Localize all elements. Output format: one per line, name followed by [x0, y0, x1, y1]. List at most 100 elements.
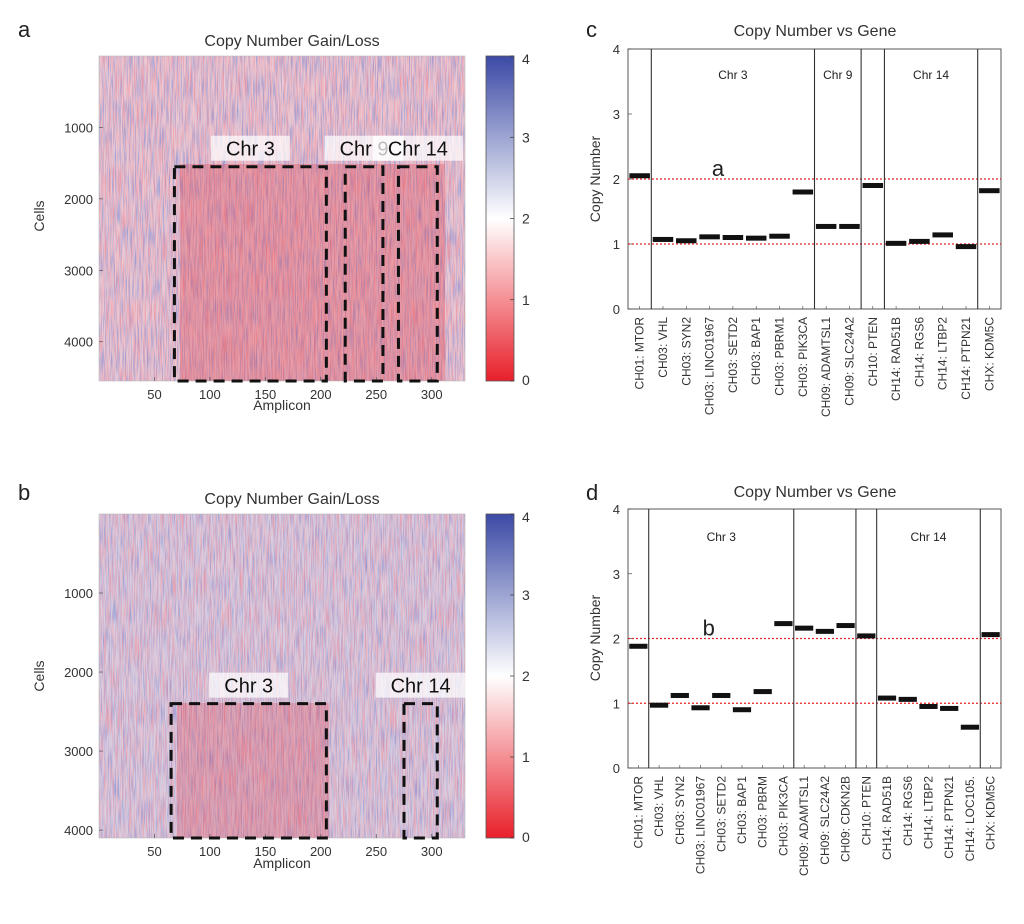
scatter-d-gene-label: CH10: PTEN — [859, 776, 873, 845]
scatter-d-value-mark — [815, 628, 834, 634]
scatter-d-value-mark — [919, 703, 938, 709]
scatter-c-value-mark — [745, 235, 767, 241]
heatmap-a-ytick-label: 2000 — [64, 192, 93, 207]
heatmap-a-colorbar-bar — [485, 55, 515, 382]
scatter-d-value-mark — [857, 633, 876, 639]
heatmap-a-colorbar: 0 1 2 3 4 — [485, 51, 530, 388]
heatmap-b-ticks: 50 100 150 200 250 300 1000 2000 3000 4000 — [64, 586, 443, 859]
heatmap-a-title: Copy Number Gain/Loss — [204, 33, 379, 50]
heatmap-b-colorbar: 0 1 2 3 4 — [485, 509, 530, 845]
heatmap-b-xtick-label: 100 — [199, 844, 221, 859]
scatter-c-ytick-label: 1 — [613, 237, 620, 252]
scatter-c-gene-label: CH01: MTOR — [633, 317, 647, 390]
scatter-c-value-mark — [652, 236, 674, 242]
heatmap-b-xtick-label: 150 — [255, 844, 277, 859]
heatmap-b-xtick-label: 50 — [147, 844, 161, 859]
heatmap-a-regions: Chr 3 Chr 9 Chr 14 — [172, 135, 463, 383]
heatmap-a-ytick-label: 3000 — [64, 263, 93, 278]
scatter-d-ytick-label: 4 — [613, 502, 620, 517]
heatmap-a-xtick-label: 250 — [365, 387, 387, 402]
heatmap-a-xtick-label: 100 — [199, 387, 221, 402]
scatter-d-value-mark — [774, 621, 793, 627]
scatter-c-value-mark — [932, 232, 953, 238]
scatter-c-gene-label: CHX: KDM5C — [982, 317, 996, 391]
heatmap-a-colorbar-ticks: 0 1 2 3 4 — [510, 51, 530, 388]
heatmap-a: Copy Number Gain/Loss 50 100 150 200 250 300 1… — [31, 33, 530, 413]
scatter-d-gene-label: CH03: PBRM — [756, 776, 770, 848]
heatmap-a-frame — [98, 55, 466, 382]
scatter-d-gene-label: CH09: SLC24A2 — [818, 776, 832, 865]
heatmap-a-colorbar-label: 4 — [522, 51, 530, 67]
heatmap-b-colorbar-label: 2 — [522, 668, 530, 684]
heatmap-a-colorbar-label: 0 — [522, 372, 530, 388]
scatter-d-value-mark — [795, 625, 814, 631]
scatter-d-annotation: b — [703, 616, 715, 641]
scatter-d-gene-label: CH09: ADAMTSL1 — [797, 776, 811, 876]
scatter-d-value-mark — [981, 632, 1000, 638]
scatter-d-value-mark — [836, 623, 855, 629]
scatter-d-value-mark — [960, 724, 980, 730]
heatmap-a-pink-noise — [99, 56, 465, 381]
scatter-c-value-mark — [699, 234, 720, 240]
scatter-d-gene-label: CH03: SETD2 — [714, 776, 728, 852]
scatter-c-value-mark — [862, 183, 884, 188]
panel-label-d: d — [586, 480, 598, 505]
heatmap-a-ticks: 50 100 150 200 250 300 1000 2000 3000 4000 — [64, 120, 443, 402]
heatmap-b-xlabel: Amplicon — [253, 855, 311, 871]
scatter-c-gene-label: CH03: PIK3CA — [796, 317, 810, 397]
scatter-c-gene-label: CH03: PBRM1 — [773, 317, 787, 396]
scatter-d-value-mark — [940, 705, 959, 711]
panel-label-a: a — [18, 17, 31, 42]
scatter-c-value-mark — [909, 238, 930, 244]
scatter-d-value-mark — [691, 705, 710, 711]
scatter-d-value-mark — [649, 702, 669, 708]
scatter-c-gene-label: CH14: LTBP2 — [936, 317, 950, 390]
scatter-d-gene-label: CH14: PTPN21 — [942, 776, 956, 859]
scatter-c-ylabel: Copy Number — [587, 135, 603, 222]
scatter-c-value-mark — [839, 223, 860, 229]
heatmap-b-ytick-label: 3000 — [64, 744, 93, 759]
scatter-c-ytick-label: 0 — [613, 302, 620, 317]
heatmap-a-ytick-label: 1000 — [64, 120, 93, 135]
heatmap-b-colorbar-label: 1 — [522, 749, 530, 765]
heatmap-a-region-box — [396, 165, 439, 383]
heatmap-a-region-label-bg — [372, 135, 463, 161]
scatter-c-gene-label: CH10: PTEN — [866, 317, 880, 386]
scatter-c-ytick-label: 4 — [613, 42, 620, 57]
heatmap-a-region-label: Chr 14 — [388, 139, 448, 161]
scatter-d-gene-label: CH14: RGS6 — [901, 776, 915, 846]
scatter-c-value-mark — [815, 223, 837, 229]
scatter-d-ylabel: Copy Number — [587, 594, 603, 681]
heatmap-a-xtick-label: 300 — [421, 387, 443, 402]
scatter-c-gene-label: CH14: RGS6 — [912, 317, 926, 387]
heatmap-b-colorbar-ticks: 0 1 2 3 4 — [510, 509, 530, 845]
heatmap-a-ytick-label: 4000 — [64, 335, 93, 350]
scatter-c-value-mark — [955, 244, 977, 250]
scatter-d-gene-label: CH14: RAD51B — [880, 776, 894, 860]
scatter-d-gene-label: CH01: MTOR — [631, 776, 645, 849]
heatmap-b-region-box — [402, 702, 439, 840]
scatter-d-ytick-label: 2 — [613, 632, 620, 647]
scatter-d-plot: 0 1 2 3 4 Chr 3 Chr 14 CH01: MTOR CH03: VHL CH03:… — [613, 502, 1001, 876]
scatter-d-value-mark — [753, 689, 772, 695]
scatter-c-ytick-label: 3 — [613, 107, 620, 122]
scatter-c-value-mark — [885, 240, 907, 246]
heatmap-b-loss-zone — [177, 703, 329, 838]
scatter-c-value-mark — [979, 188, 1000, 194]
heatmap-b: Copy Number Gain/Loss 50 100 150 200 250 300 1… — [31, 491, 530, 871]
scatter-c-gene-label: CH09: ADAMTSL1 — [819, 317, 833, 417]
scatter-c-gene-label: CH14: RAD51B — [889, 317, 903, 401]
scatter-c-gene-label: CH03: SYN2 — [679, 317, 693, 386]
scatter-d-gene-label: CH03: SYN2 — [673, 776, 687, 845]
heatmap-b-region-label: Chr 14 — [391, 676, 451, 698]
scatter-d-segment-label: Chr 14 — [910, 530, 946, 544]
scatter-d-ytick-label: 1 — [613, 696, 620, 711]
heatmap-b-region-label-bg — [209, 672, 289, 698]
heatmap-a-region-box — [343, 165, 385, 383]
heatmap-b-title: Copy Number Gain/Loss — [204, 491, 379, 508]
scatter-c-segment-label: Chr 14 — [913, 68, 949, 82]
scatter-d-gene-label: CH03: BAP1 — [735, 776, 749, 844]
scatter-c-value-mark — [722, 235, 744, 240]
scatter-c-gene-label: CH03: BAP1 — [749, 317, 763, 385]
